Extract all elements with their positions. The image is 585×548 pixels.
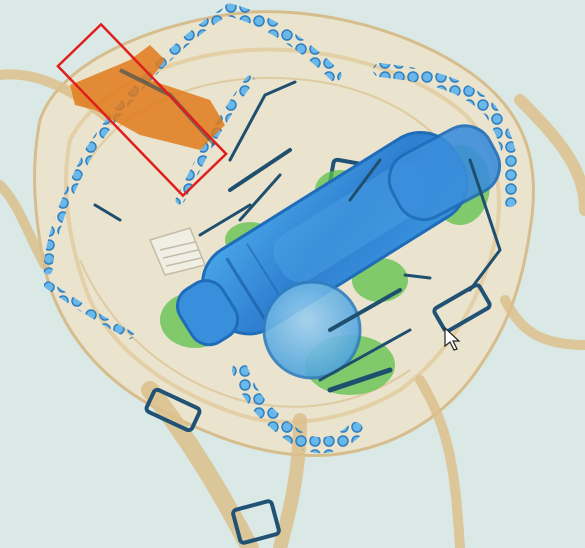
threat-highlight-box — [56, 22, 228, 198]
buckle-1 — [144, 387, 202, 433]
round-object — [262, 280, 362, 380]
metal-wires — [93, 80, 502, 393]
canister — [387, 124, 502, 222]
buckle-2 — [231, 499, 281, 545]
zipper-chains — [43, 3, 519, 454]
card-items — [148, 227, 207, 276]
arrow-cursor-icon — [444, 326, 461, 351]
buckle-3 — [432, 283, 492, 333]
